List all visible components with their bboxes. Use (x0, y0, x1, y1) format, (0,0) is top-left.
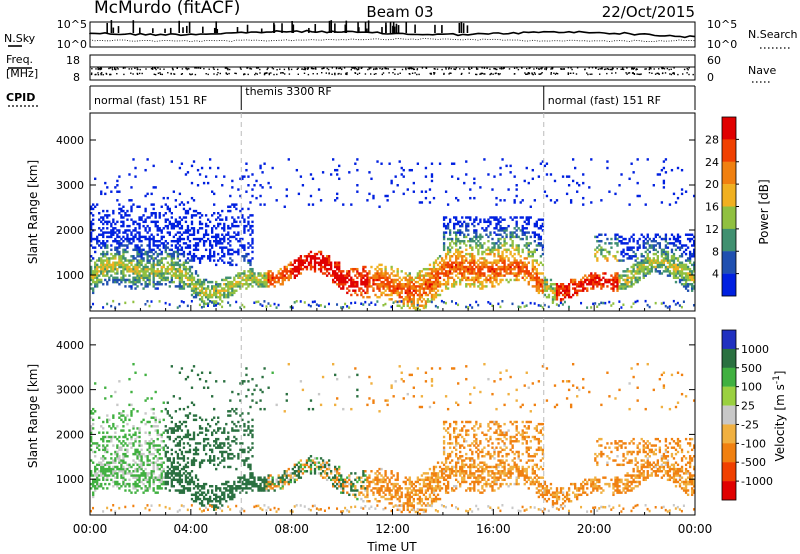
time-tick: 00:00 (73, 522, 108, 536)
power-panel: 1000 2000 3000 4000 Slant Range [km] 4 8 12 16… (26, 112, 771, 312)
velocity-colorbar-tick: 500 (741, 362, 762, 375)
velocity-panel: 1000 2000 3000 4000 Slant Range [km] 1000 50… (26, 317, 787, 516)
freq-left-tick-bottom: 8 (73, 71, 80, 84)
power-colorbar-tick: 16 (705, 201, 719, 214)
cpid-label: CPID (6, 91, 35, 104)
power-colorbar-tick: 12 (705, 223, 719, 236)
freq-label-2: [MHz] (6, 67, 38, 80)
power-ylabel: Slant Range [km] (26, 160, 40, 264)
noise-right-label: N.Search (748, 28, 798, 41)
time-tick: 08:00 (274, 522, 309, 536)
velocity-ytick: 2000 (56, 428, 84, 441)
time-tick: 20:00 (577, 522, 612, 536)
power-colorbar-label: Power [dB] (757, 179, 771, 244)
velocity-ytick: 1000 (56, 473, 84, 486)
time-tick: 04:00 (174, 522, 209, 536)
power-colorbar-tick: 4 (712, 268, 719, 281)
time-tick: 16:00 (476, 522, 511, 536)
cpid-segment-label: normal (fast) 151 RF (94, 94, 207, 107)
cpid-panel: CPID normal (fast) 151 RF themis 3300 RF n… (6, 85, 696, 110)
cpid-segment-label: normal (fast) 151 RF (548, 94, 661, 107)
freq-panel: Freq. [MHz] 18 8 60 0 Nave (6, 53, 776, 84)
velocity-colorbar-tick: 1000 (741, 343, 769, 356)
noise-panel: N.Sky 10^5 10^0 10^5 10^0 N.Search (4, 18, 798, 51)
time-tick: 00:00 (678, 522, 713, 536)
power-colorbar-tick: 20 (705, 178, 719, 191)
freq-label-1: Freq. (6, 53, 33, 66)
beam-title: Beam 03 (366, 3, 433, 21)
noise-left-tick-top: 10^5 (57, 18, 87, 31)
velocity-colorbar-tick: 25 (741, 400, 755, 413)
time-tick: 12:00 (375, 522, 410, 536)
power-colorbar-tick: 28 (705, 133, 719, 146)
velocity-colorbar-label: Velocity [m s-1] (772, 371, 787, 462)
power-ytick: 4000 (56, 134, 84, 147)
velocity-colorbar-tick: -1000 (741, 475, 773, 488)
velocity-colorbar-tick: -500 (741, 456, 766, 469)
noise-left-label: N.Sky (4, 32, 36, 45)
noise-left-tick-bottom: 10^0 (57, 38, 87, 51)
velocity-colorbar-tick: 100 (741, 381, 762, 394)
power-colorbar-tick: 24 (705, 156, 719, 169)
power-colorbar-tick: 8 (712, 245, 719, 258)
velocity-colorbar-tick: -25 (741, 418, 759, 431)
nave-label: Nave (748, 64, 776, 77)
velocity-ylabel: Slant Range [km] (26, 364, 40, 468)
freq-left-tick-top: 18 (66, 54, 80, 67)
noise-right-tick-bottom: 10^0 (707, 38, 737, 51)
cpid-segment-label: themis 3300 RF (245, 85, 332, 98)
time-axis: 00:00 04:00 08:00 12:00 16:00 20:00 00:00 (73, 522, 713, 536)
velocity-ytick: 4000 (56, 339, 84, 352)
velocity-ytick: 3000 (56, 384, 84, 397)
velocity-colorbar-tick: -100 (741, 437, 766, 450)
noise-right-tick-top: 10^5 (707, 18, 737, 31)
power-ytick: 3000 (56, 179, 84, 192)
time-axis-label: Time UT (366, 540, 417, 554)
freq-right-tick-bottom: 0 (707, 71, 714, 84)
power-ytick: 2000 (56, 224, 84, 237)
date-title: 22/Oct/2015 (602, 3, 695, 21)
station-title: McMurdo (fitACF) (94, 0, 240, 18)
freq-right-tick-top: 60 (707, 54, 721, 67)
power-ytick: 1000 (56, 269, 84, 282)
